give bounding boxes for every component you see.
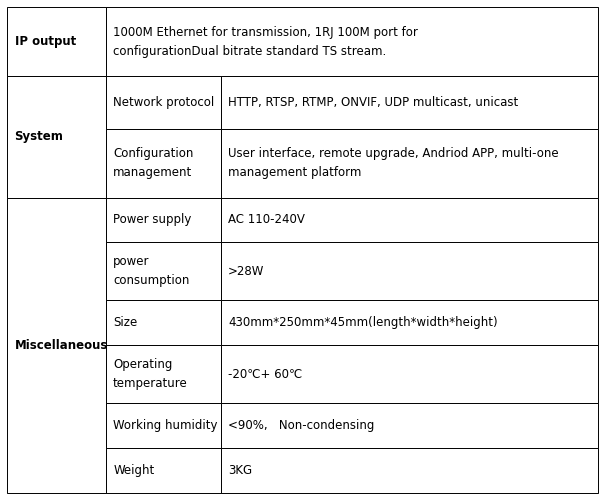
Text: 430mm*250mm*45mm(length*width*height): 430mm*250mm*45mm(length*width*height) <box>228 316 498 329</box>
Bar <box>106 345 221 403</box>
Bar <box>7 76 106 198</box>
Bar <box>221 242 598 300</box>
Bar <box>106 129 221 198</box>
Text: Size: Size <box>113 316 137 329</box>
Text: 1000M Ethernet for transmission, 1RJ 100M port for
configurationDual bitrate sta: 1000M Ethernet for transmission, 1RJ 100… <box>113 26 418 57</box>
Text: AC 110-240V: AC 110-240V <box>228 213 305 226</box>
Text: <90%,   Non-condensing: <90%, Non-condensing <box>228 419 374 432</box>
Text: -20℃+ 60℃: -20℃+ 60℃ <box>228 368 302 381</box>
Text: System: System <box>15 130 64 143</box>
Text: Configuration
management: Configuration management <box>113 148 194 179</box>
Bar <box>106 448 221 493</box>
Text: User interface, remote upgrade, Andriod APP, multi-one
management platform: User interface, remote upgrade, Andriod … <box>228 148 558 179</box>
Text: Weight: Weight <box>113 464 154 477</box>
Text: Power supply: Power supply <box>113 213 192 226</box>
Text: Miscellaneous: Miscellaneous <box>15 339 108 351</box>
Text: power
consumption: power consumption <box>113 255 189 287</box>
Text: Network protocol: Network protocol <box>113 96 214 109</box>
Bar <box>221 129 598 198</box>
Bar <box>221 76 598 129</box>
Bar <box>106 242 221 300</box>
Bar <box>106 76 221 129</box>
Bar <box>106 198 221 242</box>
Bar <box>221 403 598 448</box>
Bar <box>221 448 598 493</box>
Bar <box>7 198 106 493</box>
Bar <box>106 7 598 76</box>
Bar <box>221 345 598 403</box>
Bar <box>7 7 106 76</box>
Text: Operating
temperature: Operating temperature <box>113 358 188 390</box>
Bar <box>221 300 598 345</box>
Bar <box>106 403 221 448</box>
Text: >28W: >28W <box>228 265 264 278</box>
Text: IP output: IP output <box>15 35 76 48</box>
Text: HTTP, RTSP, RTMP, ONVIF, UDP multicast, unicast: HTTP, RTSP, RTMP, ONVIF, UDP multicast, … <box>228 96 518 109</box>
Bar <box>221 198 598 242</box>
Text: 3KG: 3KG <box>228 464 252 477</box>
Text: Working humidity: Working humidity <box>113 419 218 432</box>
Bar <box>106 300 221 345</box>
